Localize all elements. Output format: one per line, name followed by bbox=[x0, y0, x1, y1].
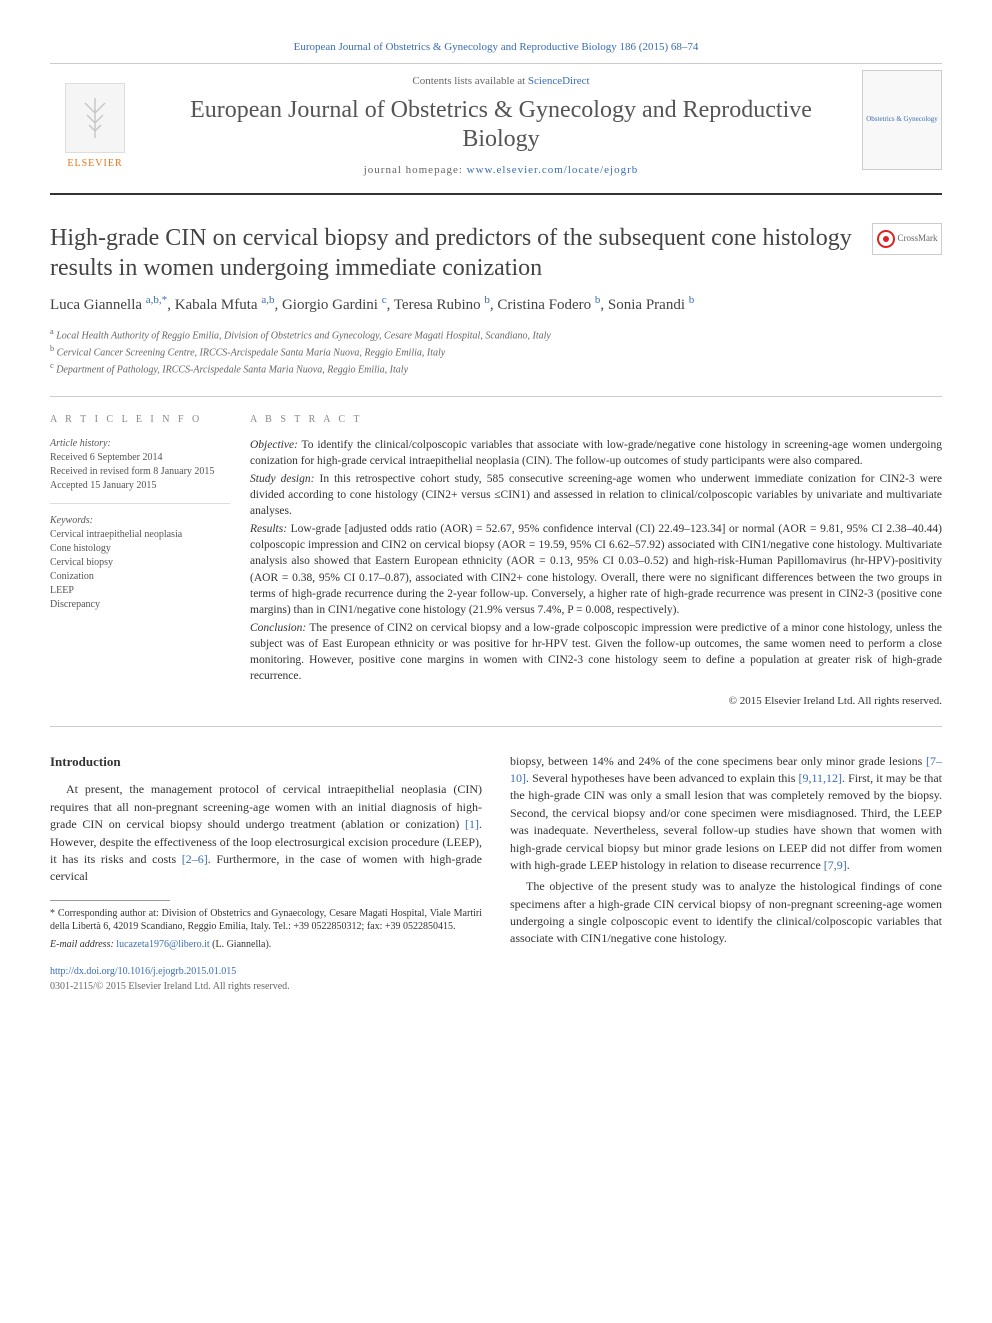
keyword: Conization bbox=[50, 570, 230, 584]
author: Giorgio Gardini c bbox=[282, 297, 387, 313]
footnote-separator bbox=[50, 900, 170, 901]
abstract-section: Objective: To identify the clinical/colp… bbox=[250, 437, 942, 469]
elsevier-logo: ELSEVIER bbox=[50, 70, 140, 182]
article-history: Article history: Received 6 September 20… bbox=[50, 437, 230, 504]
affiliation: b Cervical Cancer Screening Centre, IRCC… bbox=[50, 343, 942, 360]
corresponding-footnote: * Corresponding author at: Division of O… bbox=[50, 907, 482, 934]
keyword: LEEP bbox=[50, 584, 230, 598]
sciencedirect-link[interactable]: ScienceDirect bbox=[528, 75, 590, 87]
crossmark-badge[interactable]: CrossMark bbox=[872, 223, 942, 255]
intro-heading: Introduction bbox=[50, 753, 482, 772]
left-column: Introduction At present, the management … bbox=[50, 753, 482, 995]
author: Luca Giannella a,b,* bbox=[50, 297, 167, 313]
crossmark-label: CrossMark bbox=[898, 232, 938, 245]
abstract-copyright: © 2015 Elsevier Ireland Ltd. All rights … bbox=[250, 694, 942, 709]
history-item: Accepted 15 January 2015 bbox=[50, 479, 230, 493]
abstract-section: Results: Low-grade [adjusted odds ratio … bbox=[250, 521, 942, 618]
contents-line: Contents lists available at ScienceDirec… bbox=[150, 74, 852, 89]
homepage-link[interactable]: www.elsevier.com/locate/ejogrb bbox=[467, 164, 639, 176]
keywords-block: Keywords: Cervical intraepithelial neopl… bbox=[50, 514, 230, 622]
contents-prefix: Contents lists available at bbox=[412, 75, 527, 87]
top-citation-text[interactable]: European Journal of Obstetrics & Gynecol… bbox=[294, 41, 699, 53]
author: Cristina Fodero b bbox=[497, 297, 600, 313]
keyword: Cone histology bbox=[50, 542, 230, 556]
abstract-col: A B S T R A C T Objective: To identify t… bbox=[250, 413, 942, 710]
abstract-heading: A B S T R A C T bbox=[250, 413, 942, 427]
citation-link[interactable]: [1] bbox=[465, 817, 479, 831]
elsevier-label: ELSEVIER bbox=[67, 157, 122, 171]
top-citation-link[interactable]: European Journal of Obstetrics & Gynecol… bbox=[50, 40, 942, 55]
affiliation: a Local Health Authority of Reggio Emili… bbox=[50, 326, 942, 343]
elsevier-tree-icon bbox=[65, 83, 125, 153]
article-info-col: A R T I C L E I N F O Article history: R… bbox=[50, 413, 250, 710]
doi-link[interactable]: http://dx.doi.org/10.1016/j.ejogrb.2015.… bbox=[50, 966, 236, 977]
author: Sonia Prandi b bbox=[608, 297, 694, 313]
citation-link[interactable]: [9,11,12] bbox=[798, 771, 842, 785]
author: Kabala Mfuta a,b bbox=[175, 297, 275, 313]
keyword: Discrepancy bbox=[50, 598, 230, 612]
body-paragraph: At present, the management protocol of c… bbox=[50, 781, 482, 885]
abstract-section: Conclusion: The presence of CIN2 on cerv… bbox=[250, 620, 942, 684]
issn-line: 0301-2115/© 2015 Elsevier Ireland Ltd. A… bbox=[50, 981, 290, 992]
history-item: Received in revised form 8 January 2015 bbox=[50, 465, 230, 479]
page-footer: http://dx.doi.org/10.1016/j.ejogrb.2015.… bbox=[50, 965, 482, 994]
author: Teresa Rubino b bbox=[394, 297, 490, 313]
affiliations: a Local Health Authority of Reggio Emili… bbox=[50, 326, 942, 378]
article-title: High-grade CIN on cervical biopsy and pr… bbox=[50, 223, 860, 283]
homepage-prefix: journal homepage: bbox=[364, 164, 467, 176]
body-paragraph: biopsy, between 14% and 24% of the cone … bbox=[510, 753, 942, 875]
body-paragraph: The objective of the present study was t… bbox=[510, 878, 942, 948]
journal-header: ELSEVIER Contents lists available at Sci… bbox=[50, 63, 942, 194]
email-link[interactable]: lucazeta1976@libero.it bbox=[116, 939, 209, 950]
authors-line: Luca Giannella a,b,*, Kabala Mfuta a,b, … bbox=[50, 293, 942, 316]
citation-link[interactable]: [7–10] bbox=[510, 754, 942, 785]
cover-text: Obstetrics & Gynecology bbox=[866, 115, 938, 125]
abstract-section: Study design: In this retrospective coho… bbox=[250, 471, 942, 519]
citation-link[interactable]: [7,9] bbox=[824, 858, 847, 872]
meta-abstract-row: A R T I C L E I N F O Article history: R… bbox=[50, 396, 942, 727]
keywords-label: Keywords: bbox=[50, 514, 230, 528]
right-column: biopsy, between 14% and 24% of the cone … bbox=[510, 753, 942, 995]
history-label: Article history: bbox=[50, 437, 230, 451]
keyword: Cervical biopsy bbox=[50, 556, 230, 570]
article-info-heading: A R T I C L E I N F O bbox=[50, 413, 230, 427]
citation-link[interactable]: [2–6] bbox=[182, 852, 208, 866]
keyword: Cervical intraepithelial neoplasia bbox=[50, 528, 230, 542]
affiliation: c Department of Pathology, IRCCS-Arcispe… bbox=[50, 360, 942, 377]
history-item: Received 6 September 2014 bbox=[50, 451, 230, 465]
page-root: European Journal of Obstetrics & Gynecol… bbox=[0, 0, 992, 1034]
body-columns: Introduction At present, the management … bbox=[50, 753, 942, 995]
header-center: Contents lists available at ScienceDirec… bbox=[140, 70, 862, 182]
homepage-line: journal homepage: www.elsevier.com/locat… bbox=[150, 163, 852, 178]
email-footnote: E-mail address: lucazeta1976@libero.it (… bbox=[50, 938, 482, 952]
journal-name: European Journal of Obstetrics & Gynecol… bbox=[150, 96, 852, 154]
title-row: High-grade CIN on cervical biopsy and pr… bbox=[50, 223, 942, 283]
journal-cover-thumb: Obstetrics & Gynecology bbox=[862, 70, 942, 170]
